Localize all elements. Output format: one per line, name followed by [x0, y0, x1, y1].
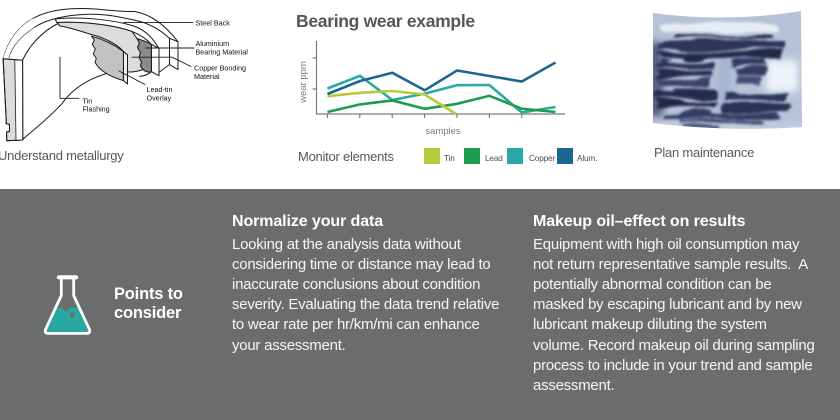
svg-text:samples: samples	[425, 126, 461, 137]
svg-text:Overlay: Overlay	[147, 93, 172, 102]
svg-text:Flashing: Flashing	[83, 105, 110, 114]
svg-text:Bearing Material: Bearing Material	[196, 47, 249, 56]
svg-text:Lead-tin: Lead-tin	[147, 85, 173, 94]
svg-text:Steel Back: Steel Back	[196, 18, 231, 27]
svg-text:Material: Material	[194, 72, 220, 81]
svg-text:Tin: Tin	[83, 96, 93, 105]
svg-text:Copper Bonding: Copper Bonding	[194, 64, 246, 73]
svg-text:Aluminium: Aluminium	[196, 39, 230, 48]
svg-text:wear ppm: wear ppm	[298, 61, 309, 104]
